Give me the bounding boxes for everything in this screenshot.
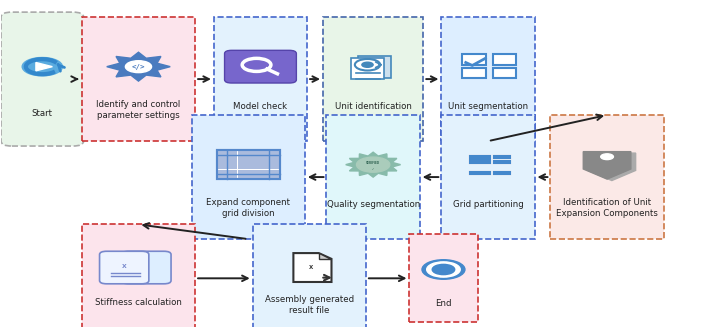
- Text: End: End: [435, 298, 452, 308]
- FancyBboxPatch shape: [441, 115, 535, 239]
- FancyBboxPatch shape: [217, 150, 237, 160]
- Circle shape: [426, 262, 460, 277]
- Circle shape: [432, 264, 454, 275]
- FancyBboxPatch shape: [550, 115, 664, 239]
- Text: Grid partitioning: Grid partitioning: [452, 200, 523, 209]
- FancyBboxPatch shape: [468, 154, 490, 164]
- Polygon shape: [346, 152, 400, 177]
- FancyBboxPatch shape: [351, 58, 385, 79]
- FancyBboxPatch shape: [493, 54, 516, 65]
- FancyBboxPatch shape: [238, 150, 259, 160]
- Text: Identification of Unit
Expansion Components: Identification of Unit Expansion Compone…: [556, 198, 658, 218]
- FancyBboxPatch shape: [122, 251, 171, 284]
- Text: Start: Start: [32, 109, 52, 118]
- FancyBboxPatch shape: [191, 115, 305, 239]
- FancyBboxPatch shape: [217, 160, 237, 169]
- Circle shape: [422, 260, 465, 279]
- FancyBboxPatch shape: [1, 12, 83, 146]
- FancyBboxPatch shape: [462, 68, 485, 78]
- FancyBboxPatch shape: [492, 159, 511, 164]
- FancyBboxPatch shape: [323, 17, 423, 141]
- FancyBboxPatch shape: [492, 170, 511, 175]
- Text: </>: </>: [132, 64, 145, 70]
- Circle shape: [601, 154, 613, 160]
- FancyBboxPatch shape: [217, 170, 237, 179]
- FancyBboxPatch shape: [409, 234, 477, 322]
- FancyBboxPatch shape: [492, 154, 511, 159]
- Text: Identify and control
parameter settings: Identify and control parameter settings: [96, 100, 180, 120]
- Text: Expand component
grid division: Expand component grid division: [206, 198, 290, 218]
- FancyBboxPatch shape: [326, 115, 420, 239]
- FancyBboxPatch shape: [493, 68, 516, 78]
- FancyBboxPatch shape: [259, 160, 280, 169]
- Text: Unit segmentation: Unit segmentation: [448, 102, 528, 111]
- Polygon shape: [583, 152, 631, 179]
- FancyBboxPatch shape: [357, 56, 391, 77]
- Text: X: X: [308, 265, 313, 270]
- Text: Assembly generated
result file: Assembly generated result file: [265, 295, 354, 315]
- Text: ✓: ✓: [372, 166, 375, 170]
- FancyBboxPatch shape: [238, 170, 259, 179]
- Text: Quality segmentation: Quality segmentation: [326, 200, 420, 209]
- FancyBboxPatch shape: [99, 251, 149, 284]
- Text: VERIFIED: VERIFIED: [366, 161, 380, 165]
- FancyBboxPatch shape: [462, 54, 485, 65]
- Circle shape: [357, 157, 390, 172]
- FancyBboxPatch shape: [252, 224, 366, 328]
- Polygon shape: [36, 63, 52, 71]
- Text: Stiffness calculation: Stiffness calculation: [95, 297, 182, 307]
- Circle shape: [362, 62, 373, 67]
- Text: Model check: Model check: [234, 102, 288, 111]
- FancyBboxPatch shape: [214, 17, 307, 141]
- Polygon shape: [293, 253, 331, 282]
- Polygon shape: [106, 52, 170, 81]
- FancyBboxPatch shape: [216, 150, 280, 179]
- FancyBboxPatch shape: [259, 170, 280, 179]
- Circle shape: [22, 57, 63, 76]
- FancyBboxPatch shape: [468, 170, 490, 175]
- Text: Unit identification: Unit identification: [335, 102, 411, 111]
- Polygon shape: [319, 253, 331, 259]
- FancyBboxPatch shape: [82, 224, 195, 328]
- FancyBboxPatch shape: [441, 17, 535, 141]
- Text: X: X: [122, 264, 127, 269]
- FancyBboxPatch shape: [259, 150, 280, 160]
- FancyBboxPatch shape: [224, 50, 296, 83]
- Polygon shape: [588, 153, 636, 180]
- FancyBboxPatch shape: [238, 160, 259, 169]
- Circle shape: [125, 61, 152, 72]
- FancyBboxPatch shape: [82, 17, 195, 141]
